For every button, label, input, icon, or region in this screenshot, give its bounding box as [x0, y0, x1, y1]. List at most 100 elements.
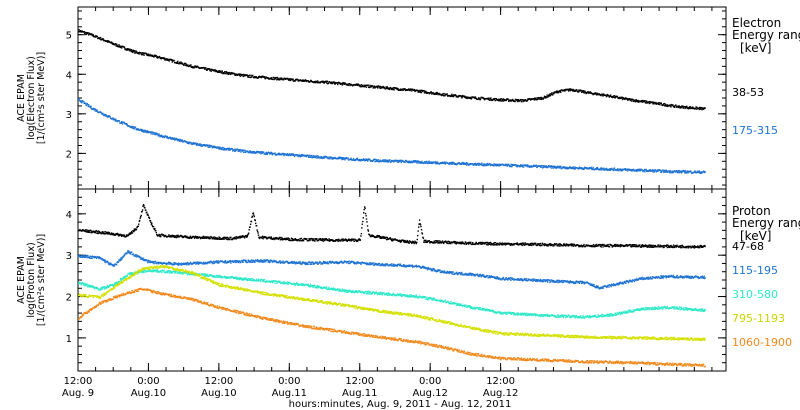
- data-point: [666, 244, 668, 246]
- data-point: [408, 88, 410, 90]
- data-point: [300, 155, 303, 157]
- data-point: [509, 100, 512, 102]
- data-point: [680, 172, 682, 174]
- data-point: [455, 94, 457, 97]
- data-point: [562, 243, 565, 246]
- data-point: [337, 238, 340, 240]
- data-point: [197, 262, 199, 264]
- data-point: [407, 241, 409, 243]
- data-point: [320, 156, 323, 158]
- data-point: [498, 99, 500, 101]
- data-point: [289, 78, 291, 80]
- data-point: [620, 168, 622, 171]
- data-point: [369, 159, 371, 161]
- data-point: [203, 235, 205, 238]
- data-point: [408, 160, 411, 162]
- data-point: [378, 86, 381, 88]
- data-point: [203, 66, 205, 69]
- data-point: [196, 144, 198, 146]
- data-point: [238, 235, 241, 238]
- data-point: [662, 169, 664, 171]
- data-point: [261, 76, 263, 78]
- data-point: [213, 260, 215, 263]
- data-point: [325, 81, 327, 83]
- data-point: [329, 239, 331, 241]
- data-point: [103, 232, 105, 235]
- data-point: [648, 244, 650, 246]
- data-point: [352, 158, 355, 160]
- data-point: [572, 245, 574, 247]
- data-point: [287, 77, 289, 80]
- data-point: [333, 81, 335, 83]
- data-point: [633, 245, 635, 248]
- data-point: [78, 29, 80, 31]
- data-point: [350, 157, 352, 159]
- data-point: [153, 262, 155, 264]
- data-point: [338, 239, 341, 241]
- data-point: [143, 130, 145, 132]
- data-point: [239, 260, 241, 263]
- data-point: [468, 97, 470, 99]
- data-point: [532, 165, 534, 168]
- data-point: [117, 233, 119, 235]
- data-point: [205, 237, 208, 239]
- data-point: [432, 162, 434, 165]
- data-point: [120, 258, 123, 261]
- data-point: [462, 161, 464, 164]
- data-point: [122, 235, 125, 237]
- data-point: [141, 52, 143, 54]
- data-point: [573, 168, 576, 170]
- data-point: [618, 97, 621, 100]
- data-point: [507, 242, 510, 244]
- data-point: [316, 82, 318, 84]
- data-point: [235, 261, 238, 263]
- data-point: [567, 167, 570, 170]
- data-point: [223, 260, 226, 263]
- data-point: [511, 165, 513, 167]
- data-point: [322, 156, 324, 158]
- data-point: [293, 155, 296, 158]
- data-point: [334, 240, 337, 242]
- data-point: [269, 236, 271, 239]
- data-point: [419, 224, 422, 226]
- data-point: [681, 105, 683, 107]
- data-point: [565, 243, 567, 245]
- data-point: [338, 157, 340, 159]
- data-point: [217, 146, 219, 148]
- data-point: [550, 165, 552, 167]
- data-point: [553, 92, 555, 95]
- data-point: [418, 226, 420, 228]
- data-point: [291, 239, 293, 242]
- data-point: [570, 167, 572, 169]
- data-point: [231, 71, 233, 74]
- data-point: [323, 262, 326, 264]
- data-point: [499, 100, 501, 102]
- data-point: [497, 165, 500, 167]
- data-point: [163, 58, 165, 60]
- data-point: [645, 102, 647, 104]
- data-point: [165, 59, 168, 61]
- data-point: [170, 137, 172, 139]
- data-point: [545, 97, 547, 99]
- data-point: [320, 263, 322, 265]
- data-point: [541, 244, 543, 247]
- data-point: [392, 88, 394, 90]
- data-point: [563, 243, 565, 245]
- data-point: [396, 88, 398, 91]
- data-point: [275, 260, 278, 263]
- data-point: [138, 52, 140, 54]
- data-point: [384, 159, 387, 161]
- data-point: [248, 229, 250, 231]
- data-point: [153, 228, 156, 231]
- data-point: [365, 215, 367, 217]
- data-point: [704, 245, 706, 248]
- data-point: [350, 158, 353, 160]
- data-point: [128, 49, 131, 52]
- data-point: [574, 168, 577, 170]
- data-point: [624, 98, 626, 100]
- data-point: [588, 168, 590, 170]
- data-point: [131, 232, 134, 234]
- data-point: [386, 159, 388, 162]
- data-point: [589, 91, 592, 93]
- data-point: [193, 142, 195, 144]
